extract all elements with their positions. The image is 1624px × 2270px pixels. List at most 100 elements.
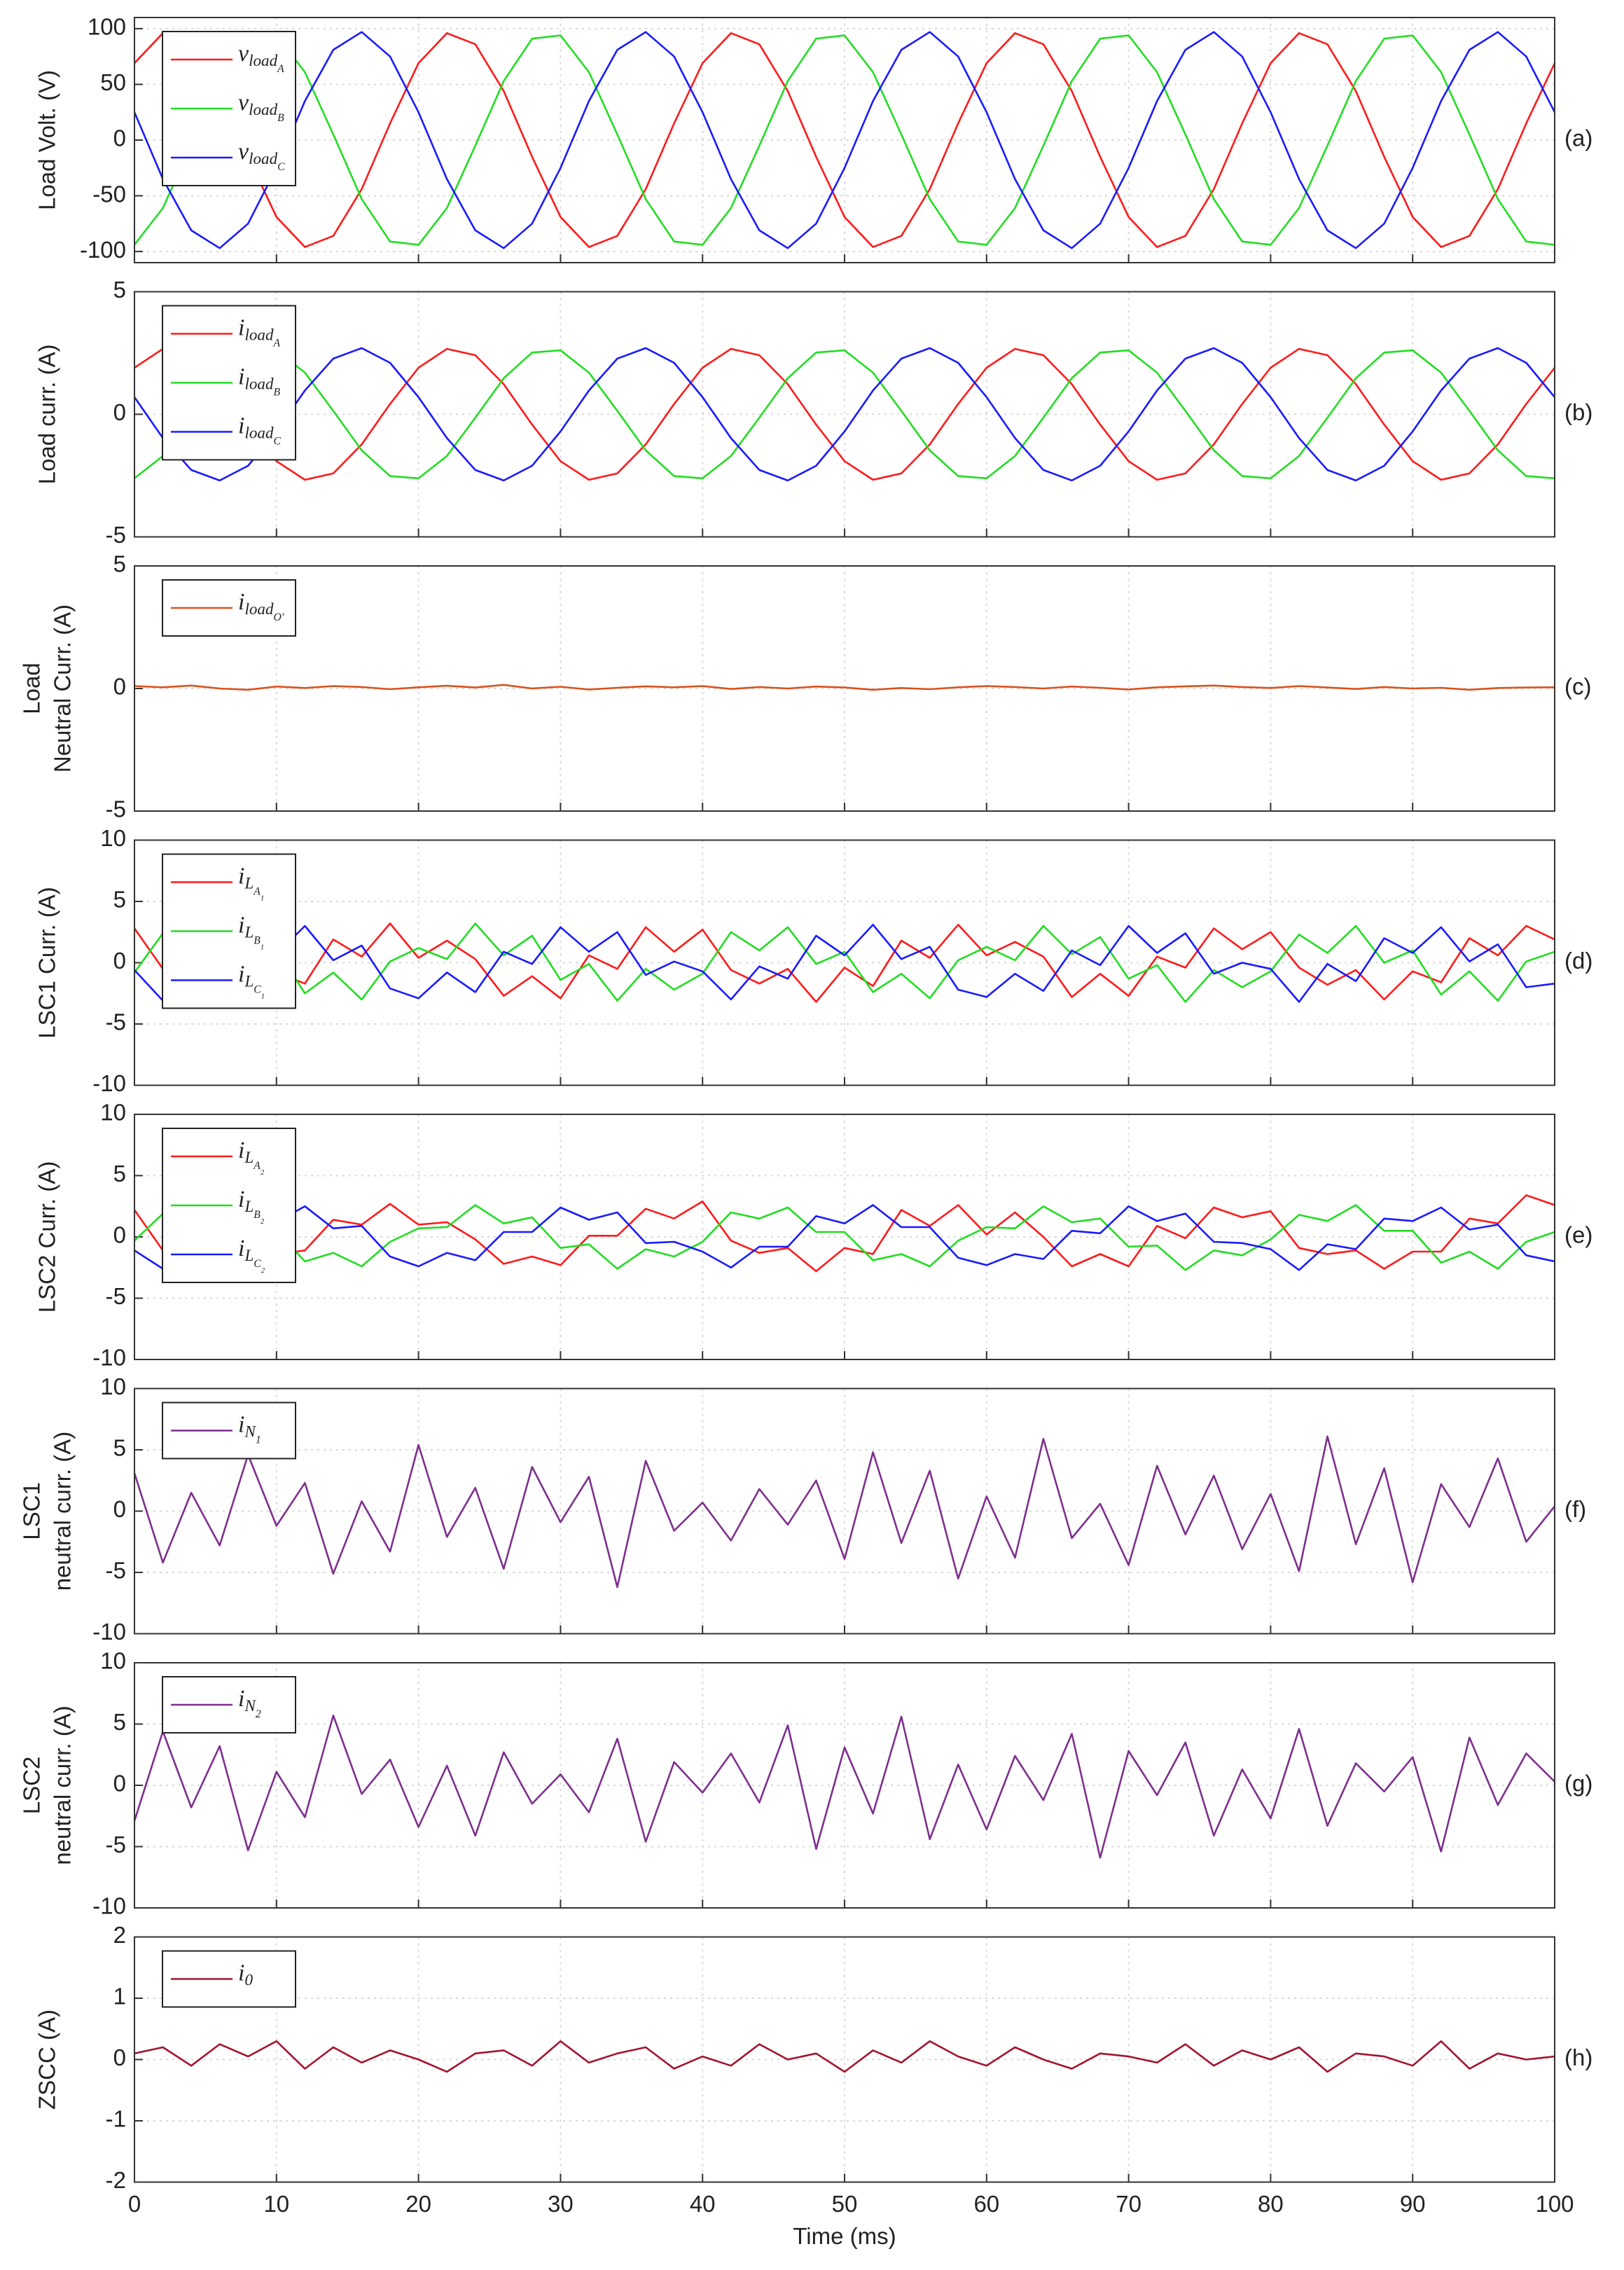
panel-annotation: (e)	[1564, 1222, 1592, 1248]
series-line	[134, 32, 1555, 248]
panel-annotation: (f)	[1564, 1496, 1586, 1522]
legend-label-part: i	[238, 1137, 244, 1163]
legend-label-part: 1	[261, 894, 264, 903]
legend-label-part: B	[254, 934, 261, 946]
legend-label: i0	[238, 1960, 253, 1989]
y-axis-label: Load curr. (A)	[34, 345, 60, 485]
y-tick-label: 0	[113, 1222, 126, 1248]
legend-label-part: L	[244, 1246, 254, 1264]
series-line	[134, 1204, 1555, 1271]
legend-label-part: i	[238, 413, 244, 438]
x-tick-label: 50	[832, 2191, 858, 2217]
y-tick-label: 10	[100, 825, 126, 851]
y-tick-label: -10	[92, 1345, 126, 1371]
panel-annotation: (b)	[1564, 399, 1592, 425]
legend-label-part: i	[238, 1960, 244, 1986]
y-axis-label: LSC1	[19, 1482, 45, 1540]
y-tick-label: 5	[113, 1709, 126, 1735]
legend-label-part: 2	[256, 1708, 261, 1720]
plot-area	[134, 1937, 1555, 2182]
legend-label-part: i	[238, 364, 244, 389]
legend-label: iN1	[238, 1411, 261, 1446]
plot-area	[134, 1663, 1555, 1908]
y-tick-label: 10	[100, 1648, 126, 1674]
plot-area	[134, 840, 1555, 1086]
y-tick-label: 100	[88, 14, 126, 40]
y-tick-label: 0	[113, 1771, 126, 1797]
legend-label-part: load	[249, 149, 278, 167]
legend-label-part: load	[249, 100, 278, 118]
panel-annotation: (h)	[1564, 2044, 1592, 2070]
legend-label-part: 1	[261, 992, 265, 1001]
y-tick-label: 0	[113, 1496, 126, 1522]
y-tick-label: 5	[113, 1161, 126, 1186]
legend-label-part: v	[238, 41, 249, 67]
legend-label-part: 1	[261, 943, 264, 952]
y-tick-label: -5	[106, 1832, 126, 1857]
legend-label-part: 2	[261, 1168, 265, 1177]
legend-label: iLB1	[238, 912, 264, 952]
legend-label-part: C	[277, 161, 285, 173]
y-tick-label: -10	[92, 1070, 126, 1096]
y-tick-label: 5	[113, 887, 126, 913]
legend-label-part: i	[238, 1411, 244, 1437]
legend-label-part: load	[244, 326, 274, 344]
x-tick-label: 80	[1258, 2191, 1284, 2217]
y-axis-label: LSC1 Curr. (A)	[34, 887, 60, 1038]
legend-label-part: 0	[244, 1971, 253, 1989]
y-axis-label: neutral curr. (A)	[50, 1705, 76, 1864]
plot-area	[134, 18, 1555, 263]
legend-label-part: i	[238, 314, 244, 340]
legend-label-part: B	[274, 386, 281, 398]
legend-label: iLC1	[238, 961, 265, 1001]
series-line	[134, 2040, 1555, 2073]
legend-label-part: 1	[256, 1434, 261, 1446]
y-tick-label: 5	[113, 1435, 126, 1461]
y-axis-label: ZSCC (A)	[34, 2009, 60, 2110]
legend-label-part: load	[244, 600, 274, 618]
legend-label-part: i	[238, 961, 244, 987]
legend-label-part: v	[238, 139, 249, 165]
axes-frame	[134, 839, 1555, 1086]
legend-label-part: A	[253, 885, 261, 897]
axes-frame	[134, 291, 1555, 538]
series-line	[134, 684, 1555, 691]
legend-label-part: N	[244, 1423, 256, 1441]
legend-label: iloadB	[238, 364, 281, 398]
legend-label-part: L	[244, 1148, 254, 1166]
legend-label-part: B	[254, 1209, 261, 1221]
legend-label-part: i	[238, 1236, 244, 1261]
y-axis-label: Neutral Curr. (A)	[50, 604, 76, 773]
legend-label: iloadA	[238, 314, 281, 349]
x-tick-label: 90	[1400, 2191, 1426, 2217]
series-line	[134, 34, 1555, 246]
y-tick-label: 10	[100, 1100, 126, 1126]
panel-annotation: (a)	[1564, 125, 1592, 151]
y-tick-label: -50	[92, 181, 126, 207]
x-tick-label: 0	[128, 2191, 141, 2217]
series-line	[134, 1204, 1555, 1271]
x-tick-label: 70	[1116, 2191, 1141, 2217]
axes-frame	[134, 17, 1555, 263]
legend-label-part: i	[238, 1686, 244, 1712]
legend-label-part: C	[254, 983, 261, 995]
legend-label-part: A	[277, 63, 284, 75]
legend-label-part: load	[249, 51, 278, 69]
legend-label-part: i	[238, 1186, 244, 1212]
series-line	[134, 347, 1555, 481]
series-line	[134, 922, 1555, 1003]
legend-label-part: i	[238, 912, 244, 938]
legend-label-part: L	[244, 874, 254, 892]
y-tick-label: 1	[113, 1984, 126, 2009]
series-line	[134, 1435, 1555, 1589]
y-axis-label: Load Volt. (V)	[34, 70, 60, 210]
x-tick-label: 60	[973, 2191, 999, 2217]
panel-annotation: (g)	[1564, 1771, 1592, 1797]
legend-label: iLA1	[238, 863, 264, 903]
series-line	[134, 347, 1555, 482]
y-tick-label: 2	[113, 1922, 126, 1948]
y-tick-label: 0	[113, 948, 126, 974]
legend-label-part: load	[244, 424, 274, 442]
panel-annotation: (d)	[1564, 948, 1592, 974]
